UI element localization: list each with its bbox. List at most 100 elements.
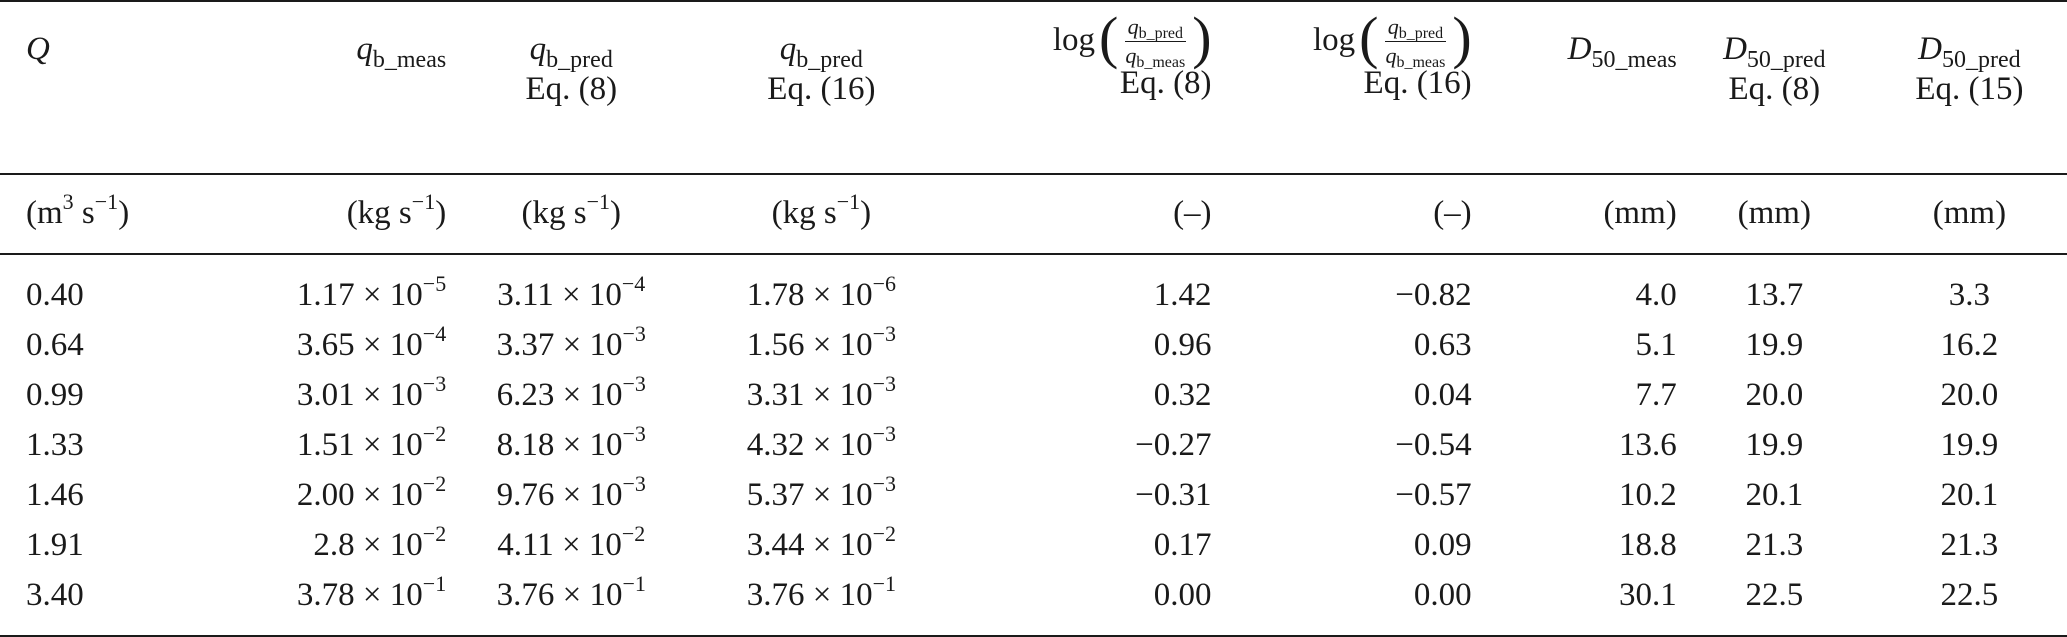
cell-qb-pred8-exp: −1	[622, 571, 646, 597]
header-d50-pred-eq8: D50_pred Eq. (8)	[1677, 1, 1872, 174]
cell-qb-pred16-exp: −3	[872, 371, 897, 397]
unit-d50-pred8-base: (mm)	[1737, 195, 1811, 232]
unit-qb-pred16: (kg s−1)	[696, 174, 946, 254]
cell-d50-pred15: 22.5	[1940, 577, 1999, 614]
cell-log8: 0.17	[1153, 527, 1212, 564]
cell-qb-meas-mantissa: 2.8 × 10	[313, 527, 423, 564]
header-d50-pred8-var: D	[1723, 31, 1747, 67]
header-d50-meas-var: D	[1567, 31, 1592, 67]
header-row: Q qb_meas qb_pred Eq. (8) qb_pred Eq. (1…	[0, 1, 2067, 174]
header-log16-den-var: q	[1385, 42, 1397, 68]
cell-qb-meas-exp: −2	[422, 471, 447, 497]
cell-qb-meas-exp: −4	[422, 321, 447, 347]
header-qb-pred8-sub: b_pred	[546, 47, 613, 73]
cell-qb-meas-mantissa: 3.65 × 10	[296, 327, 423, 364]
unit-qb-meas-sup: −1	[411, 189, 436, 215]
cell-qb-meas: 1.17 × 10−5	[176, 254, 446, 321]
table-row: 0.40 1.17 × 10−5 3.11 × 10−4 1.78 × 10−6…	[0, 254, 2067, 321]
cell-qb-pred8: 8.18 × 10−3	[446, 421, 696, 471]
cell-qb-pred8-exp: −3	[622, 421, 646, 447]
cell-qb-pred8: 9.76 × 10−3	[446, 471, 696, 521]
cell-d50-pred8: 19.9	[1745, 327, 1804, 364]
cell-q: 0.40	[26, 277, 84, 314]
cell-qb-meas: 3.78 × 10−1	[176, 571, 446, 636]
unit-qb-pred8: (kg s−1)	[446, 174, 696, 254]
header-log16-paren-close: )	[1452, 5, 1472, 70]
header-log16-paren-open: (	[1359, 5, 1379, 70]
unit-d50-meas: (mm)	[1472, 174, 1677, 254]
unit-log8-base: (–)	[1173, 195, 1212, 232]
cell-d50-pred8: 20.0	[1745, 377, 1804, 414]
header-d50-pred8-sub: 50_pred	[1746, 47, 1826, 73]
cell-qb-pred8-mantissa: 4.11 × 10	[497, 527, 622, 564]
cell-qb-pred16-mantissa: 1.78 × 10	[746, 277, 873, 314]
unit-d50-pred8: (mm)	[1677, 174, 1872, 254]
header-qb-meas: qb_meas	[176, 1, 446, 174]
cell-qb-pred16: 1.78 × 10−6	[696, 254, 946, 321]
header-qb-pred16-eq: Eq. (16)	[767, 70, 876, 107]
cell-qb-pred8: 3.76 × 10−1	[446, 571, 696, 636]
header-log16-label: log	[1312, 22, 1356, 59]
cell-qb-pred8-mantissa: 3.11 × 10	[497, 277, 622, 314]
cell-qb-pred8: 6.23 × 10−3	[446, 371, 696, 421]
unit-d50-meas-base: (mm)	[1603, 195, 1677, 232]
unit-d50-pred15: (mm)	[1872, 174, 2067, 254]
cell-d50-pred8: 21.3	[1745, 527, 1804, 564]
table-body: 0.40 1.17 × 10−5 3.11 × 10 −4 1.78 × 10−6…	[0, 254, 2067, 636]
unit-q-mid: s	[73, 195, 95, 232]
cell-d50-meas: 7.7	[1635, 377, 1677, 414]
cell-log8: 0.96	[1153, 327, 1212, 364]
header-log16-num-sub: b_pred	[1398, 24, 1444, 42]
cell-qb-pred16-mantissa: 5.37 × 10	[746, 477, 873, 514]
header-log8-num-var: q	[1127, 13, 1139, 39]
cell-log8: 0.32	[1153, 377, 1212, 414]
cell-d50-pred8: 19.9	[1745, 427, 1804, 464]
cell-q: 1.46	[26, 477, 84, 514]
cell-qb-meas-exp: −3	[422, 371, 447, 397]
unit-q-sup2: −1	[94, 189, 119, 215]
cell-d50-meas: 10.2	[1619, 477, 1677, 514]
cell-log16: 0.00	[1413, 577, 1472, 614]
unit-qb-meas-end: )	[435, 195, 447, 232]
cell-qb-pred16-mantissa: 3.76 × 10	[746, 577, 873, 614]
cell-qb-pred16-mantissa: 3.31 × 10	[746, 377, 873, 414]
header-log8-den-var: q	[1125, 42, 1137, 68]
table-row: 1.46 2.00 × 10−2 9.76 × 10−3 5.37 × 10−3…	[0, 471, 2067, 521]
header-log16-fraction: qb_pred qb_meas	[1382, 15, 1448, 71]
cell-log16: −0.57	[1395, 477, 1472, 514]
cell-qb-meas: 1.51 × 10−2	[176, 421, 446, 471]
cell-qb-pred16-exp: −1	[872, 571, 897, 597]
table-row: 1.33 1.51 × 10−2 8.18 × 10−3 4.32 × 10−3…	[0, 421, 2067, 471]
header-log-ratio-eq8: log ( qb_pred qb_meas ) Eq. (8)	[946, 1, 1212, 174]
cell-qb-pred16-exp: −3	[872, 471, 897, 497]
cell-qb-meas-mantissa: 1.51 × 10	[296, 427, 423, 464]
cell-qb-pred8: 4.11 × 10−2	[446, 521, 696, 571]
cell-qb-meas-mantissa: 3.78 × 10	[296, 577, 423, 614]
cell-d50-pred15: 21.3	[1940, 527, 1999, 564]
cell-d50-pred8: 22.5	[1745, 577, 1804, 614]
header-log16-eq: Eq. (16)	[1363, 65, 1472, 101]
cell-d50-meas: 18.8	[1619, 527, 1677, 564]
cell-qb-meas-exp: −2	[422, 421, 447, 447]
cell-qb-pred16: 3.31 × 10−3	[696, 371, 946, 421]
cell-qb-meas: 3.01 × 10−3	[176, 371, 446, 421]
header-qb-meas-sub: b_meas	[372, 47, 447, 73]
header-d50-pred15-var: D	[1918, 31, 1943, 67]
unit-q-end: )	[118, 195, 130, 232]
header-d50-pred15-sub: 50_pred	[1942, 47, 2021, 73]
table-row: 0.64 3.65 × 10−4 3.37 × 10−3 1.56 × 10−3…	[0, 321, 2067, 371]
cell-qb-pred8-mantissa: 3.37 × 10	[496, 327, 623, 364]
cell-qb-pred16-mantissa: 3.44 × 10	[746, 527, 873, 564]
cell-d50-pred15: 16.2	[1940, 327, 1999, 364]
cell-log16: −0.82	[1395, 277, 1472, 314]
unit-qb-pred8-sup: −1	[586, 189, 611, 215]
cell-d50-pred15: 19.9	[1940, 427, 1999, 464]
cell-qb-pred8: 3.37 × 10−3	[446, 321, 696, 371]
cell-d50-pred8: 13.7	[1745, 277, 1804, 314]
header-log16-den-sub: b_meas	[1396, 53, 1446, 71]
table-row: 3.40 3.78 × 10−1 3.76 × 10−1 3.76 × 10−1…	[0, 571, 2067, 636]
cell-qb-meas-mantissa: 1.17 × 10	[296, 277, 423, 314]
header-qb-pred-eq8: qb_pred Eq. (8)	[446, 1, 696, 174]
header-log8-den-sub: b_meas	[1136, 53, 1186, 71]
